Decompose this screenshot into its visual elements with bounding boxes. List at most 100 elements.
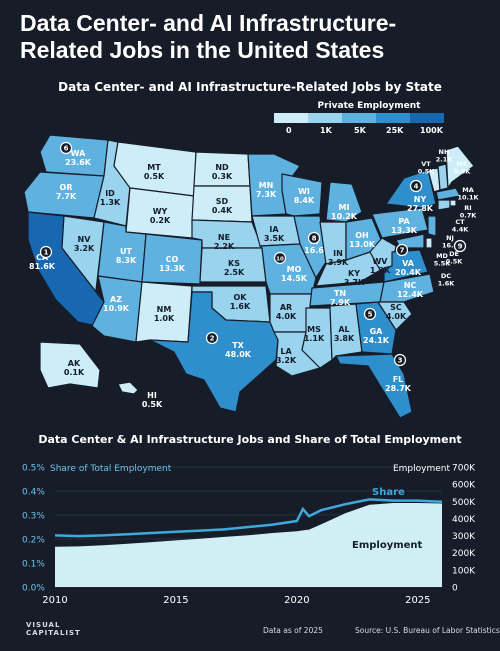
state-value-in: 3.9K — [328, 258, 349, 267]
state-label-ia: IA — [269, 225, 279, 234]
state-label-oh: OH — [355, 231, 369, 240]
state-shape-hi — [117, 381, 139, 395]
legend-tick: 0 — [286, 126, 292, 135]
state-value-fl: 28.7K — [385, 384, 412, 393]
left-tick-label: 0.1% — [22, 560, 45, 570]
state-value-ak: 0.1K — [64, 368, 85, 377]
state-shape-or — [23, 171, 105, 219]
state-label-mo: MO — [287, 265, 302, 274]
state-value-or: 7.7K — [56, 192, 77, 201]
rank-badge-10 — [273, 251, 287, 265]
rank-badge-7 — [395, 243, 409, 257]
state-value-ks: 2.5K — [224, 268, 245, 277]
rank-badge-number: 10 — [276, 257, 284, 263]
state-label-wi: WI — [298, 187, 310, 196]
x-tick-label: 2020 — [284, 595, 309, 606]
state-label-de: DE — [449, 250, 459, 258]
state-label-ok: OK — [234, 293, 248, 302]
state-label-mt: MT — [147, 163, 161, 172]
state-value-mo: 14.5K — [281, 274, 308, 283]
state-value-ne: 2.2K — [214, 242, 235, 251]
state-label-fl: FL — [393, 375, 404, 384]
state-shape-nc — [379, 273, 435, 303]
state-value-ga: 24.1K — [363, 336, 390, 345]
state-label-sd: SD — [216, 197, 229, 206]
rank-badge-number: 7 — [400, 247, 405, 255]
state-label-wv: WV — [372, 257, 388, 266]
state-label-vt: VT — [421, 160, 431, 168]
x-tick-label: 2025 — [405, 595, 430, 606]
state-value-oh: 13.0K — [349, 240, 376, 249]
state-label-ga: GA — [370, 327, 384, 336]
state-value-va: 20.4K — [395, 268, 422, 277]
right-axis-label: Employment — [393, 464, 451, 474]
rank-badge-number: 2 — [210, 335, 215, 343]
state-label-ks: KS — [228, 259, 240, 268]
rank-badge-number: 9 — [458, 243, 463, 251]
right-tick-label: 600K — [452, 481, 476, 491]
state-value-de: 0.5K — [446, 258, 464, 266]
state-shape-nj — [427, 215, 437, 237]
state-label-pa: PA — [398, 217, 410, 226]
state-label-nc: NC — [404, 281, 417, 290]
state-label-ar: AR — [280, 303, 292, 312]
state-value-tn: 7.9K — [330, 298, 351, 307]
state-label-nm: NM — [157, 305, 172, 314]
right-tick-label: 500K — [452, 498, 476, 508]
state-label-nh: NH — [439, 148, 450, 156]
state-label-or: OR — [60, 183, 73, 192]
state-shape-tx — [149, 291, 279, 413]
rank-badge-number: 6 — [64, 145, 69, 153]
state-shape-co — [141, 233, 203, 285]
x-tick-label: 2010 — [42, 595, 67, 606]
state-shape-al — [329, 303, 363, 361]
rank-badge-8 — [307, 231, 321, 245]
employment-series-label: Employment — [352, 540, 423, 551]
state-value-ct: 4.4K — [452, 226, 470, 234]
legend-tick: 5K — [354, 126, 366, 135]
rank-badge-number: 1 — [44, 249, 49, 257]
left-tick-label: 0.5% — [22, 464, 45, 474]
state-shape-sc — [377, 301, 413, 331]
page-title: Data Center- and AI Infrastructure-Relat… — [20, 10, 397, 63]
state-value-nj: 16.0 — [442, 242, 459, 250]
legend-tick: 100K — [420, 126, 443, 135]
state-label-ne: NE — [218, 233, 230, 242]
right-tick-label: 300K — [452, 532, 476, 542]
share-line — [54, 498, 443, 538]
state-label-ma: MA — [462, 186, 474, 194]
rank-badge-number: 4 — [414, 183, 419, 191]
state-value-nh: 2.1K — [436, 156, 454, 164]
data-date-note: Data as of 2025 — [263, 626, 323, 635]
left-tick-label: 0.3% — [22, 512, 45, 522]
state-value-ut: 8.3K — [116, 256, 137, 265]
state-value-id: 1.3K — [100, 198, 121, 207]
rank-badge-number: 3 — [398, 357, 403, 365]
state-label-tx: TX — [232, 341, 244, 350]
state-value-nv: 3.2K — [74, 244, 95, 253]
chart-title: Data Center & AI Infrastructure Jobs and… — [38, 433, 462, 446]
state-value-az: 10.9K — [103, 304, 130, 313]
state-value-il: 16.6 — [304, 246, 324, 255]
state-value-ok: 1.6K — [230, 302, 251, 311]
state-value-nm: 1.0K — [154, 314, 175, 323]
state-value-ia: 3.5K — [264, 234, 285, 243]
state-value-mn: 7.3K — [256, 190, 277, 199]
legend-swatch-2 — [308, 113, 342, 123]
state-label-dc: DC — [441, 272, 451, 280]
state-value-ma: 10.1K — [457, 194, 479, 202]
legend-title: Private Employment — [317, 101, 421, 111]
employment-chart: 0.0% 0.1% 0.2% 0.3% 0.4% 0.5% 0 100K 200K 300K 400… — [22, 464, 476, 607]
state-shape-de — [425, 237, 433, 249]
state-value-nc: 12.4K — [397, 290, 424, 299]
state-value-ca: 81.6K — [29, 262, 56, 271]
state-value-wi: 8.4K — [294, 196, 315, 205]
rank-badge-5 — [363, 307, 377, 321]
state-label-mi: MI — [339, 203, 350, 212]
state-shape-mi — [325, 181, 363, 223]
state-label-ny: NY — [414, 195, 427, 204]
state-value-co: 13.3K — [159, 264, 186, 273]
employment-area — [55, 503, 442, 587]
state-value-dc: 1.6K — [438, 280, 456, 288]
state-value-mi: 10.2K — [331, 212, 358, 221]
